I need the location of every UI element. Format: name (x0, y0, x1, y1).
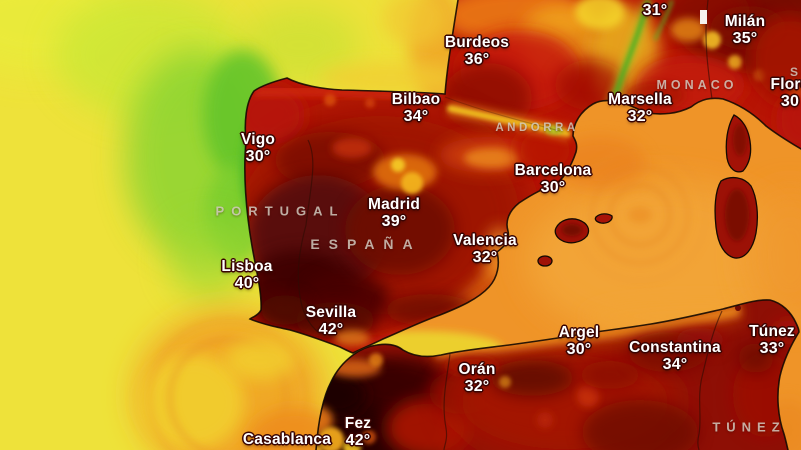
screen-artifact (700, 10, 707, 24)
